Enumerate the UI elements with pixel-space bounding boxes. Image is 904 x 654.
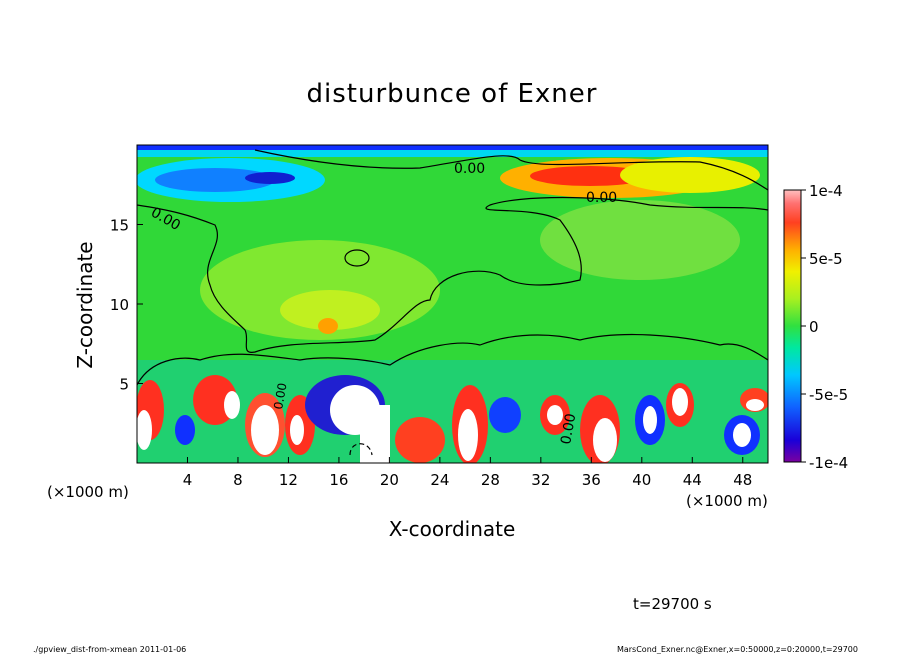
plot-area: 0.00 0.00 0.00 0.00 0.00 [137, 145, 768, 463]
colorbar-tick-label: -5e-5 [809, 386, 848, 404]
field-blob-lightgreen-right [540, 200, 740, 280]
field-white-11 [643, 406, 657, 434]
time-label: t=29700 s [633, 595, 712, 613]
field-blob-blue-left [155, 168, 275, 192]
contour-label: 0.00 [558, 412, 579, 445]
field-white-13 [733, 423, 751, 447]
field-band-top-dark [137, 145, 768, 150]
field-blue-1 [175, 415, 195, 445]
chart-title: disturbunce of Exner [307, 79, 598, 109]
y-tick-label: 10 [110, 296, 129, 314]
field-white-3 [251, 405, 279, 455]
field-blob-yellowgreen-mid [280, 290, 380, 330]
x-unit-left: (×1000 m) [47, 483, 129, 501]
field-white-1 [137, 410, 152, 450]
colorbar-tick-label: 1e-4 [809, 182, 843, 200]
x-tick-label: 32 [531, 471, 550, 489]
field-red-6 [395, 417, 445, 463]
footer-right: MarsCond_Exner.nc@Exner,x=0:50000,z=0:20… [617, 645, 858, 654]
field-blob-red-right [530, 166, 650, 186]
x-tick-label: 20 [380, 471, 399, 489]
x-tick-label: 16 [329, 471, 348, 489]
field-white-7 [458, 409, 478, 461]
field-white-9 [547, 405, 563, 425]
footer-left: ./gpview_dist-from-xmean 2011-01-06 [33, 645, 186, 654]
contour-dashed [349, 443, 373, 456]
contour-upper-left [137, 196, 768, 353]
x-tick-label: 4 [183, 471, 193, 489]
y-axis-label: Z-coordinate [73, 241, 97, 368]
y-axis: 5 10 15 [110, 217, 143, 394]
contour-label: 0.00 [586, 190, 617, 206]
contour-island [344, 249, 370, 267]
contour-top [254, 149, 768, 191]
colorbar-tick-label: 0 [809, 318, 819, 336]
field-white-12 [672, 388, 688, 416]
contour-label: 0.00 [271, 382, 289, 411]
field-blob-darkblue-left [245, 172, 295, 184]
colorbar [783, 189, 802, 463]
colorbar-tick-label: -1e-4 [809, 454, 848, 472]
colorbar-tick-label: 5e-5 [809, 250, 843, 268]
field-blue-8 [489, 397, 521, 433]
field-white-5b [360, 405, 390, 463]
colorbar-ticks: 1e-4 5e-5 0 -5e-5 -1e-4 [801, 182, 848, 472]
y-tick-label: 5 [119, 376, 129, 394]
x-tick-label: 36 [582, 471, 601, 489]
contour-label: 0.00 [454, 161, 485, 177]
x-tick-label: 24 [430, 471, 449, 489]
field-blob-orange-mid [318, 318, 338, 334]
x-unit-right: (×1000 m) [686, 492, 768, 510]
x-axis-label: X-coordinate [389, 517, 516, 541]
x-tick-label: 12 [279, 471, 298, 489]
x-tick-label: 44 [683, 471, 702, 489]
x-tick-label: 48 [733, 471, 752, 489]
x-tick-label: 40 [632, 471, 651, 489]
field-blob-lightgreen-mid [200, 240, 440, 340]
y-tick-label: 15 [110, 217, 129, 235]
contour-lower [137, 333, 768, 386]
field-white-4 [290, 415, 304, 445]
field-white-10 [593, 418, 617, 462]
x-tick-label: 28 [481, 471, 500, 489]
x-axis: 4 8 12 16 20 24 28 32 36 40 44 48 [183, 457, 752, 489]
x-tick-label: 8 [233, 471, 243, 489]
field-white-2 [224, 391, 240, 419]
field-white-14 [746, 399, 764, 411]
field-blob-yellow-right [620, 157, 760, 193]
